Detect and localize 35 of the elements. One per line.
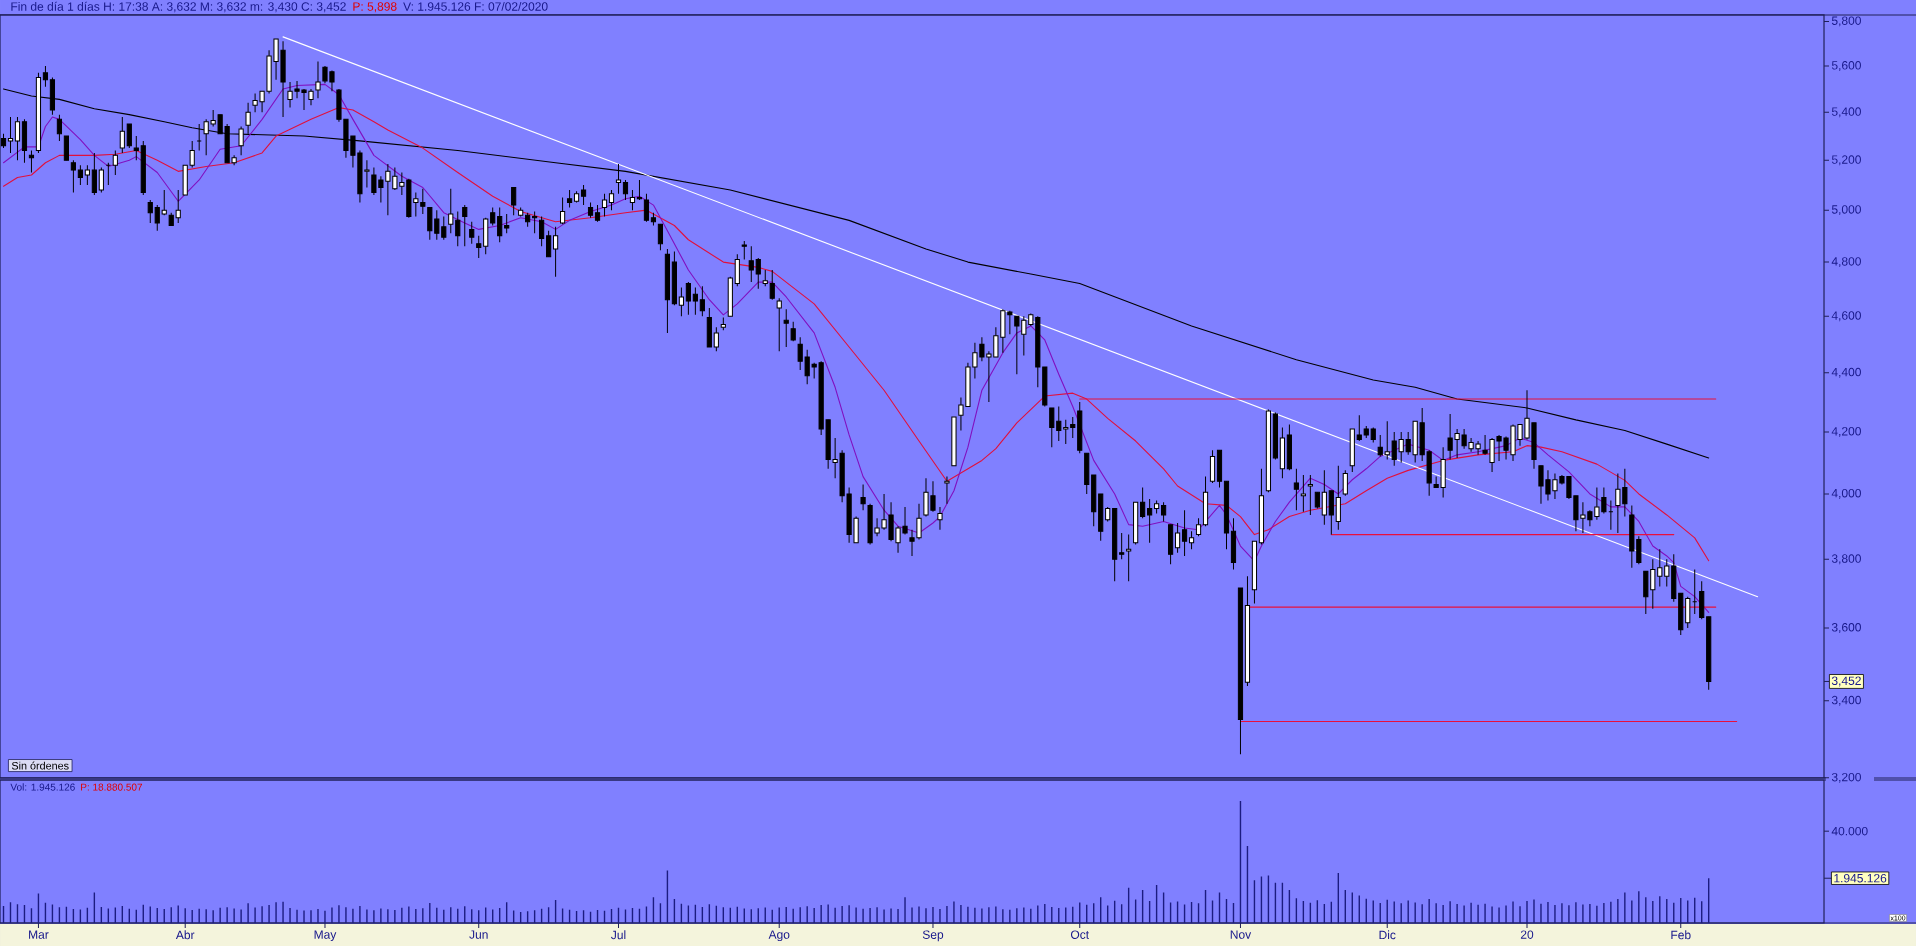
y-tick-label: 5,600: [1831, 61, 1861, 71]
y-tick-label: 5,400: [1831, 107, 1861, 118]
y-tick-label: 4,400: [1831, 367, 1861, 378]
y-tick-label: 5,800: [1831, 16, 1861, 27]
y-tick-label: 4,200: [1831, 427, 1861, 437]
x-tick-label: Jul: [611, 930, 626, 940]
y-tick-label: 3,452: [1831, 676, 1861, 687]
x-tick-label: Sep: [922, 930, 944, 942]
x-tick-label: Jun: [469, 930, 488, 939]
chart-subtitle: P: 18.880.507: [81, 783, 143, 791]
x-tick-label: May: [314, 930, 337, 942]
y-tick-label: 3,600: [1831, 623, 1861, 633]
x-tick-label: Nov: [1230, 930, 1252, 939]
y-tick-label: 40.000: [1831, 826, 1868, 836]
x-tick-label: Mar: [29, 930, 49, 939]
y-tick-label: 4,000: [1831, 488, 1861, 499]
x-tick-label: Oct: [1070, 930, 1089, 939]
y-tick-label: 4,800: [1831, 257, 1861, 268]
x-tick-label: 20: [1520, 930, 1534, 939]
y-tick-label: 3,400: [1831, 695, 1861, 706]
y-tick-label: 5,000: [1831, 205, 1861, 216]
text: V: 1.945.126 F: 07/02/2020: [403, 1, 548, 11]
x-tick-label: Ago: [768, 930, 790, 942]
y-tick-label: 3,200: [1831, 772, 1861, 783]
x-tick-label: Dic: [1379, 930, 1396, 940]
chart-title: Fin de día 1 días H: 17:38 A: 3,632 M: 3,632 m: 3,430 C: 3,452: [11, 1, 346, 13]
chart-subtitle: P: 5,898: [353, 2, 397, 13]
y-tick-label: 3,800: [1831, 554, 1861, 565]
annotation: Sin órdenes: [11, 761, 69, 770]
text: 1.945.126: [1834, 873, 1887, 883]
y-tick-label: 5,200: [1831, 155, 1861, 166]
y-tick-label: 4,600: [1831, 311, 1861, 322]
chart-title: Vol: 1.945.126: [10, 783, 75, 791]
x-tick-label: Feb: [1671, 930, 1691, 940]
x-tick-label: Abr: [175, 930, 195, 940]
